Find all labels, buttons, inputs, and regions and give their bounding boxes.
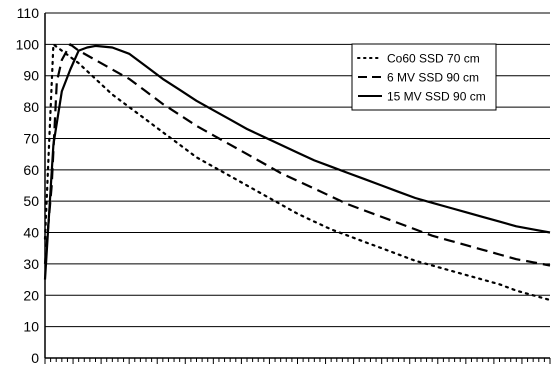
y-tick-label: 70 — [23, 130, 39, 146]
series-line-3 — [43, 44, 551, 280]
legend-label-1: Co60 SSD 70 cm — [387, 52, 480, 66]
y-tick-label: 0 — [31, 350, 39, 366]
y-tick-label: 50 — [23, 193, 39, 209]
y-tick-label: 40 — [23, 225, 39, 241]
y-tick-label: 110 — [17, 5, 40, 21]
series-line-1 — [43, 43, 552, 302]
y-tick-label: 100 — [16, 36, 40, 52]
y-tick-label: 90 — [23, 68, 39, 84]
legend: Co60 SSD 70 cm 6 MV SSD 90 cm 15 MV SSD 90… — [351, 43, 497, 111]
y-tick-label: 10 — [23, 319, 39, 335]
axes: 0 10 20 30 40 50 60 70 80 90 100 110 — [16, 5, 551, 366]
series-line-2 — [43, 43, 551, 267]
y-tick-label: 20 — [23, 287, 39, 303]
y-tick-label: 80 — [23, 99, 39, 115]
y-tick-label: 30 — [23, 256, 39, 272]
series-lines — [43, 43, 552, 302]
y-tick-label: 60 — [23, 162, 39, 178]
legend-label-2: 6 MV SSD 90 cm — [387, 71, 479, 85]
legend-label-3: 15 MV SSD 90 cm — [387, 90, 486, 104]
